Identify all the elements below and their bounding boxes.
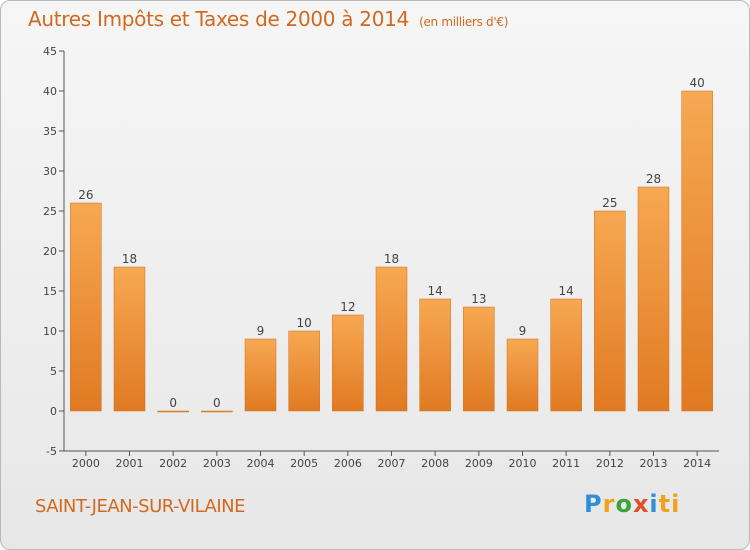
axes: -5 0 5 10 15 20 25 30 35 40 45 2000 2001 2002 2003 2004… — [43, 45, 719, 470]
bar — [113, 266, 146, 412]
bar — [244, 338, 277, 412]
bar-value-label: 18 — [384, 252, 399, 266]
x-tick-label: 2000 — [72, 457, 100, 470]
y-tick-label: 0 — [50, 405, 57, 418]
y-tick-label: 10 — [43, 325, 57, 338]
bar — [332, 314, 364, 412]
bar-value-label: 9 — [519, 324, 527, 338]
bar-value-label: 28 — [646, 172, 661, 186]
x-tick-label: 2012 — [596, 457, 624, 470]
chart-title: Autres Impôts et Taxes de 2000 à 2014 (e… — [28, 7, 508, 31]
y-tick-label: 15 — [43, 285, 57, 298]
city-name: SAINT-JEAN-SUR-VILAINE — [35, 496, 245, 517]
bar — [550, 298, 582, 412]
bar — [157, 410, 189, 413]
x-tick-label: 2007 — [378, 457, 406, 470]
bar — [201, 410, 233, 413]
bars-group: 26 18 0 0 9 10 12 18 14 13 9 14 25 28 40 — [70, 76, 713, 413]
chart-title-text: Autres Impôts et Taxes de 2000 à 2014 — [28, 7, 409, 31]
y-tick-label: -5 — [46, 445, 57, 458]
x-tick-label: 2010 — [509, 457, 537, 470]
proxiti-logo[interactable]: Proxiti — [584, 490, 680, 518]
bar-value-label: 25 — [602, 196, 617, 210]
bar-value-label: 14 — [428, 284, 443, 298]
logo-letter: P — [584, 490, 603, 518]
bar-value-label: 40 — [690, 76, 705, 90]
bar-value-label: 12 — [340, 300, 355, 314]
y-tick-label: 30 — [43, 165, 57, 178]
x-tick-label: 2005 — [290, 457, 318, 470]
x-tick-label: 2008 — [421, 457, 449, 470]
y-tick-label: 40 — [43, 85, 57, 98]
bar-value-label: 18 — [122, 252, 137, 266]
bar — [70, 202, 102, 412]
x-tick-label: 2003 — [203, 457, 231, 470]
logo-letter: x — [632, 490, 650, 518]
x-tick-label: 2014 — [683, 457, 711, 470]
x-tick-label: 2002 — [159, 457, 187, 470]
bar — [463, 306, 495, 412]
logo-letter: ti — [658, 490, 681, 518]
logo-letter: i — [649, 490, 659, 518]
y-tick-label: 20 — [43, 245, 57, 258]
bar — [637, 186, 670, 412]
bar — [419, 298, 451, 412]
bar-value-label: 0 — [169, 396, 177, 410]
y-tick-label: 35 — [43, 125, 57, 138]
chart-subtitle: (en milliers d'€) — [419, 15, 509, 29]
x-tick-label: 2009 — [465, 457, 493, 470]
bar — [594, 210, 626, 412]
bar-value-label: 14 — [559, 284, 574, 298]
logo-letter: o — [615, 490, 633, 518]
x-tick-label: 2011 — [552, 457, 580, 470]
x-tick-label: 2001 — [116, 457, 144, 470]
x-tick-label: 2004 — [247, 457, 275, 470]
bar-value-label: 9 — [257, 324, 265, 338]
y-tick-label: 5 — [50, 365, 57, 378]
x-tick-label: 2006 — [334, 457, 362, 470]
y-tick-label: 25 — [43, 205, 57, 218]
bar — [506, 338, 539, 412]
y-tick-label: 45 — [43, 45, 57, 58]
bar — [288, 330, 320, 412]
bar-value-label: 26 — [78, 188, 93, 202]
bar-value-label: 0 — [213, 396, 221, 410]
bar — [375, 266, 408, 412]
bar-value-label: 13 — [471, 292, 486, 306]
x-tick-label: 2013 — [640, 457, 668, 470]
bar-value-label: 10 — [297, 316, 312, 330]
bar — [681, 90, 713, 412]
logo-letter: r — [602, 490, 616, 518]
